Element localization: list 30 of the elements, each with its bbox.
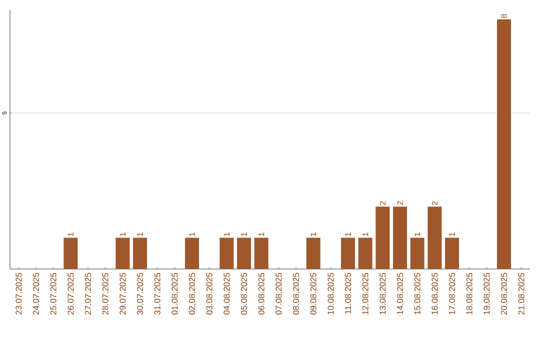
x-tick-label: 08.08.2025 bbox=[293, 272, 299, 315]
x-tick-label: 28.07.2025 bbox=[102, 272, 108, 314]
x-tick-label: 16.08.2025 bbox=[432, 272, 438, 314]
x-tick-label: 05.08.2025 bbox=[241, 272, 247, 315]
x-tick-label: 06.08.2025 bbox=[258, 272, 264, 315]
x-tick-label: 30.07.2025 bbox=[137, 272, 143, 315]
x-tick-label: 27.07.2025 bbox=[85, 272, 91, 314]
x-tick-label: 26.07.2025 bbox=[68, 272, 74, 314]
x-tick-label: 13.08.2025 bbox=[380, 272, 386, 314]
x-tick-label: 18.08.2025 bbox=[466, 272, 472, 314]
x-tick-label: 03.08.2025 bbox=[206, 272, 212, 315]
x-tick-label: 02.08.2025 bbox=[189, 272, 195, 315]
x-tick-label: 19.08.2025 bbox=[484, 272, 490, 314]
x-tick-label: 17.08.2025 bbox=[449, 272, 455, 314]
x-tick-label: 12.08.2025 bbox=[362, 272, 368, 314]
x-tick-label: 10.08.2025 bbox=[328, 272, 334, 314]
x-tick-label: 24.07.2025 bbox=[33, 272, 39, 314]
x-tick-label: 14.08.2025 bbox=[397, 272, 403, 314]
x-tick-label: 07.08.2025 bbox=[276, 272, 282, 315]
x-tick-label: 04.08.2025 bbox=[224, 272, 230, 315]
x-tick-label: 09.08.2025 bbox=[310, 272, 316, 315]
x-tick-label: 21.08.2025 bbox=[518, 272, 524, 314]
x-tick-label: 31.07.2025 bbox=[154, 272, 160, 315]
x-tick-label: 23.07.2025 bbox=[16, 272, 22, 314]
x-tick-label: 15.08.2025 bbox=[414, 272, 420, 314]
x-tick-label: 20.08.2025 bbox=[501, 272, 507, 314]
x-tick-label: 25.07.2025 bbox=[50, 272, 56, 314]
x-tick-label: 29.07.2025 bbox=[120, 272, 126, 314]
x-tick-label: 11.08.2025 bbox=[345, 272, 351, 314]
x-tick-label: 01.08.2025 bbox=[172, 272, 178, 315]
